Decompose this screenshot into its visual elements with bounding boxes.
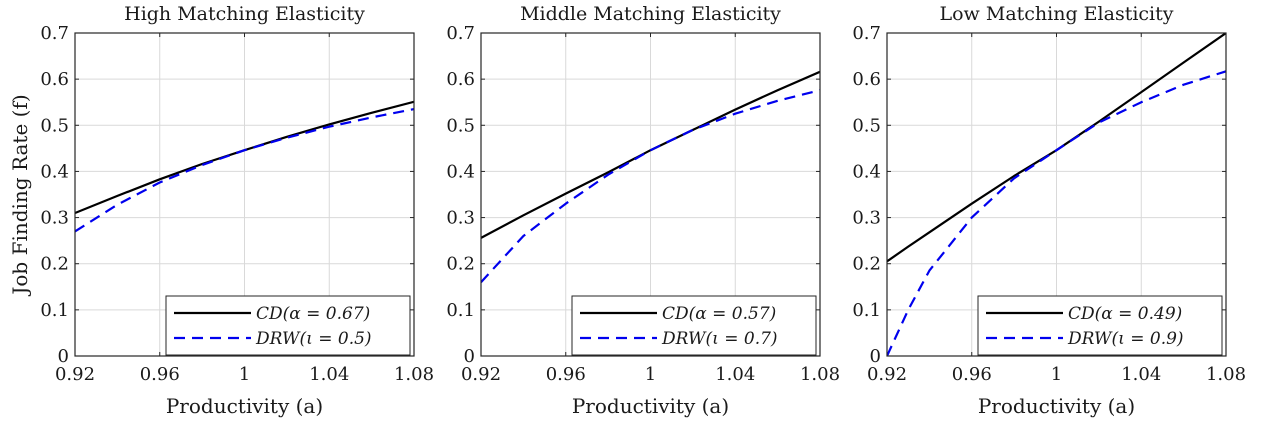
- y-tick-label: 0.4: [852, 161, 881, 182]
- y-tick-label: 0.7: [40, 23, 69, 44]
- legend: CD(α = 0.67) DRW(ι = 0.5): [165, 295, 411, 356]
- legend: CD(α = 0.57) DRW(ι = 0.7): [571, 295, 817, 356]
- legend-label: DRW(ι = 0.7): [661, 329, 778, 349]
- y-tick-label: 0.3: [852, 208, 881, 229]
- x-tick-label: 1.04: [309, 364, 349, 385]
- legend-label: DRW(ι = 0.9): [1067, 329, 1184, 349]
- legend-label: CD(α = 0.57): [662, 304, 776, 324]
- chart-title: Middle Matching Elasticity: [520, 3, 781, 25]
- legend-box: [571, 295, 817, 356]
- chart-title: Low Matching Elasticity: [940, 3, 1174, 25]
- chart-panels: 0.92 0.96 1 1.04 1.08 0 0.1 0.2 0.3 0.4 0.5 0.6 0.7 H…: [40, 3, 1246, 418]
- y-tick-label: 0: [870, 346, 881, 367]
- legend-box: [165, 295, 411, 356]
- y-tick-label: 0.5: [852, 115, 881, 136]
- y-tick-label: 0: [464, 346, 475, 367]
- y-tick-label: 0.6: [852, 69, 881, 90]
- legend-label: CD(α = 0.67): [256, 304, 370, 324]
- x-tick-label: 1: [239, 364, 250, 385]
- chart-panel: 0.92 0.96 1 1.04 1.08 0 0.1 0.2 0.3 0.4 0.5 0.6 0.7 M…: [446, 3, 840, 418]
- series-line-cd: [887, 33, 1226, 263]
- legend-label: DRW(ι = 0.5): [255, 329, 372, 349]
- x-tick-label: 0.96: [546, 364, 586, 385]
- x-tick-label: 1: [645, 364, 656, 385]
- series-line-drw: [75, 108, 414, 233]
- x-tick-label: 0.92: [867, 364, 907, 385]
- y-tick-label: 0.5: [40, 115, 69, 136]
- y-tick-label: 0.2: [852, 254, 881, 275]
- y-tick-label: 0.1: [40, 300, 69, 321]
- y-tick-label: 0.6: [40, 69, 69, 90]
- y-tick-label: 0.6: [446, 69, 475, 90]
- y-tick-label: 0.4: [40, 161, 69, 182]
- y-tick-label: 0.2: [40, 254, 69, 275]
- x-axis-label: Productivity (a): [166, 394, 323, 418]
- x-tick-label: 1: [1051, 364, 1062, 385]
- x-tick-label: 1.08: [800, 364, 840, 385]
- y-tick-label: 0.5: [446, 115, 475, 136]
- y-tick-label: 0.1: [446, 300, 475, 321]
- legend-label: CD(α = 0.49): [1068, 304, 1182, 324]
- legend-box: [977, 295, 1223, 356]
- x-tick-label: 1.04: [1121, 364, 1161, 385]
- x-tick-label: 0.96: [140, 364, 180, 385]
- x-axis-label: Productivity (a): [572, 394, 729, 418]
- y-tick-label: 0: [58, 346, 69, 367]
- x-tick-label: 0.92: [55, 364, 95, 385]
- x-axis-label: Productivity (a): [978, 394, 1135, 418]
- series-line-drw: [481, 89, 820, 283]
- y-tick-label: 0.7: [446, 23, 475, 44]
- y-tick-label: 0.3: [446, 208, 475, 229]
- y-tick-label: 0.3: [40, 208, 69, 229]
- x-tick-label: 1.08: [1206, 364, 1246, 385]
- series-line-drw: [887, 70, 1226, 356]
- y-tick-label: 0.1: [852, 300, 881, 321]
- x-tick-label: 0.96: [952, 364, 992, 385]
- chart-title: High Matching Elasticity: [124, 3, 365, 25]
- chart-panel: 0.92 0.96 1 1.04 1.08 0 0.1 0.2 0.3 0.4 0.5 0.6 0.7 H…: [40, 3, 434, 418]
- y-tick-label: 0.4: [446, 161, 475, 182]
- y-tick-label: 0.7: [852, 23, 881, 44]
- y-axis-label-group: Job Finding Rate (f): [8, 94, 32, 296]
- y-tick-label: 0.2: [446, 254, 475, 275]
- legend: CD(α = 0.49) DRW(ι = 0.9): [977, 295, 1223, 356]
- x-tick-label: 1.04: [715, 364, 755, 385]
- y-axis-label: Job Finding Rate (f): [8, 94, 32, 296]
- chart-panel: 0.92 0.96 1 1.04 1.08 0 0.1 0.2 0.3 0.4 0.5 0.6 0.7 L…: [852, 3, 1246, 418]
- x-tick-label: 0.92: [461, 364, 501, 385]
- x-tick-label: 1.08: [394, 364, 434, 385]
